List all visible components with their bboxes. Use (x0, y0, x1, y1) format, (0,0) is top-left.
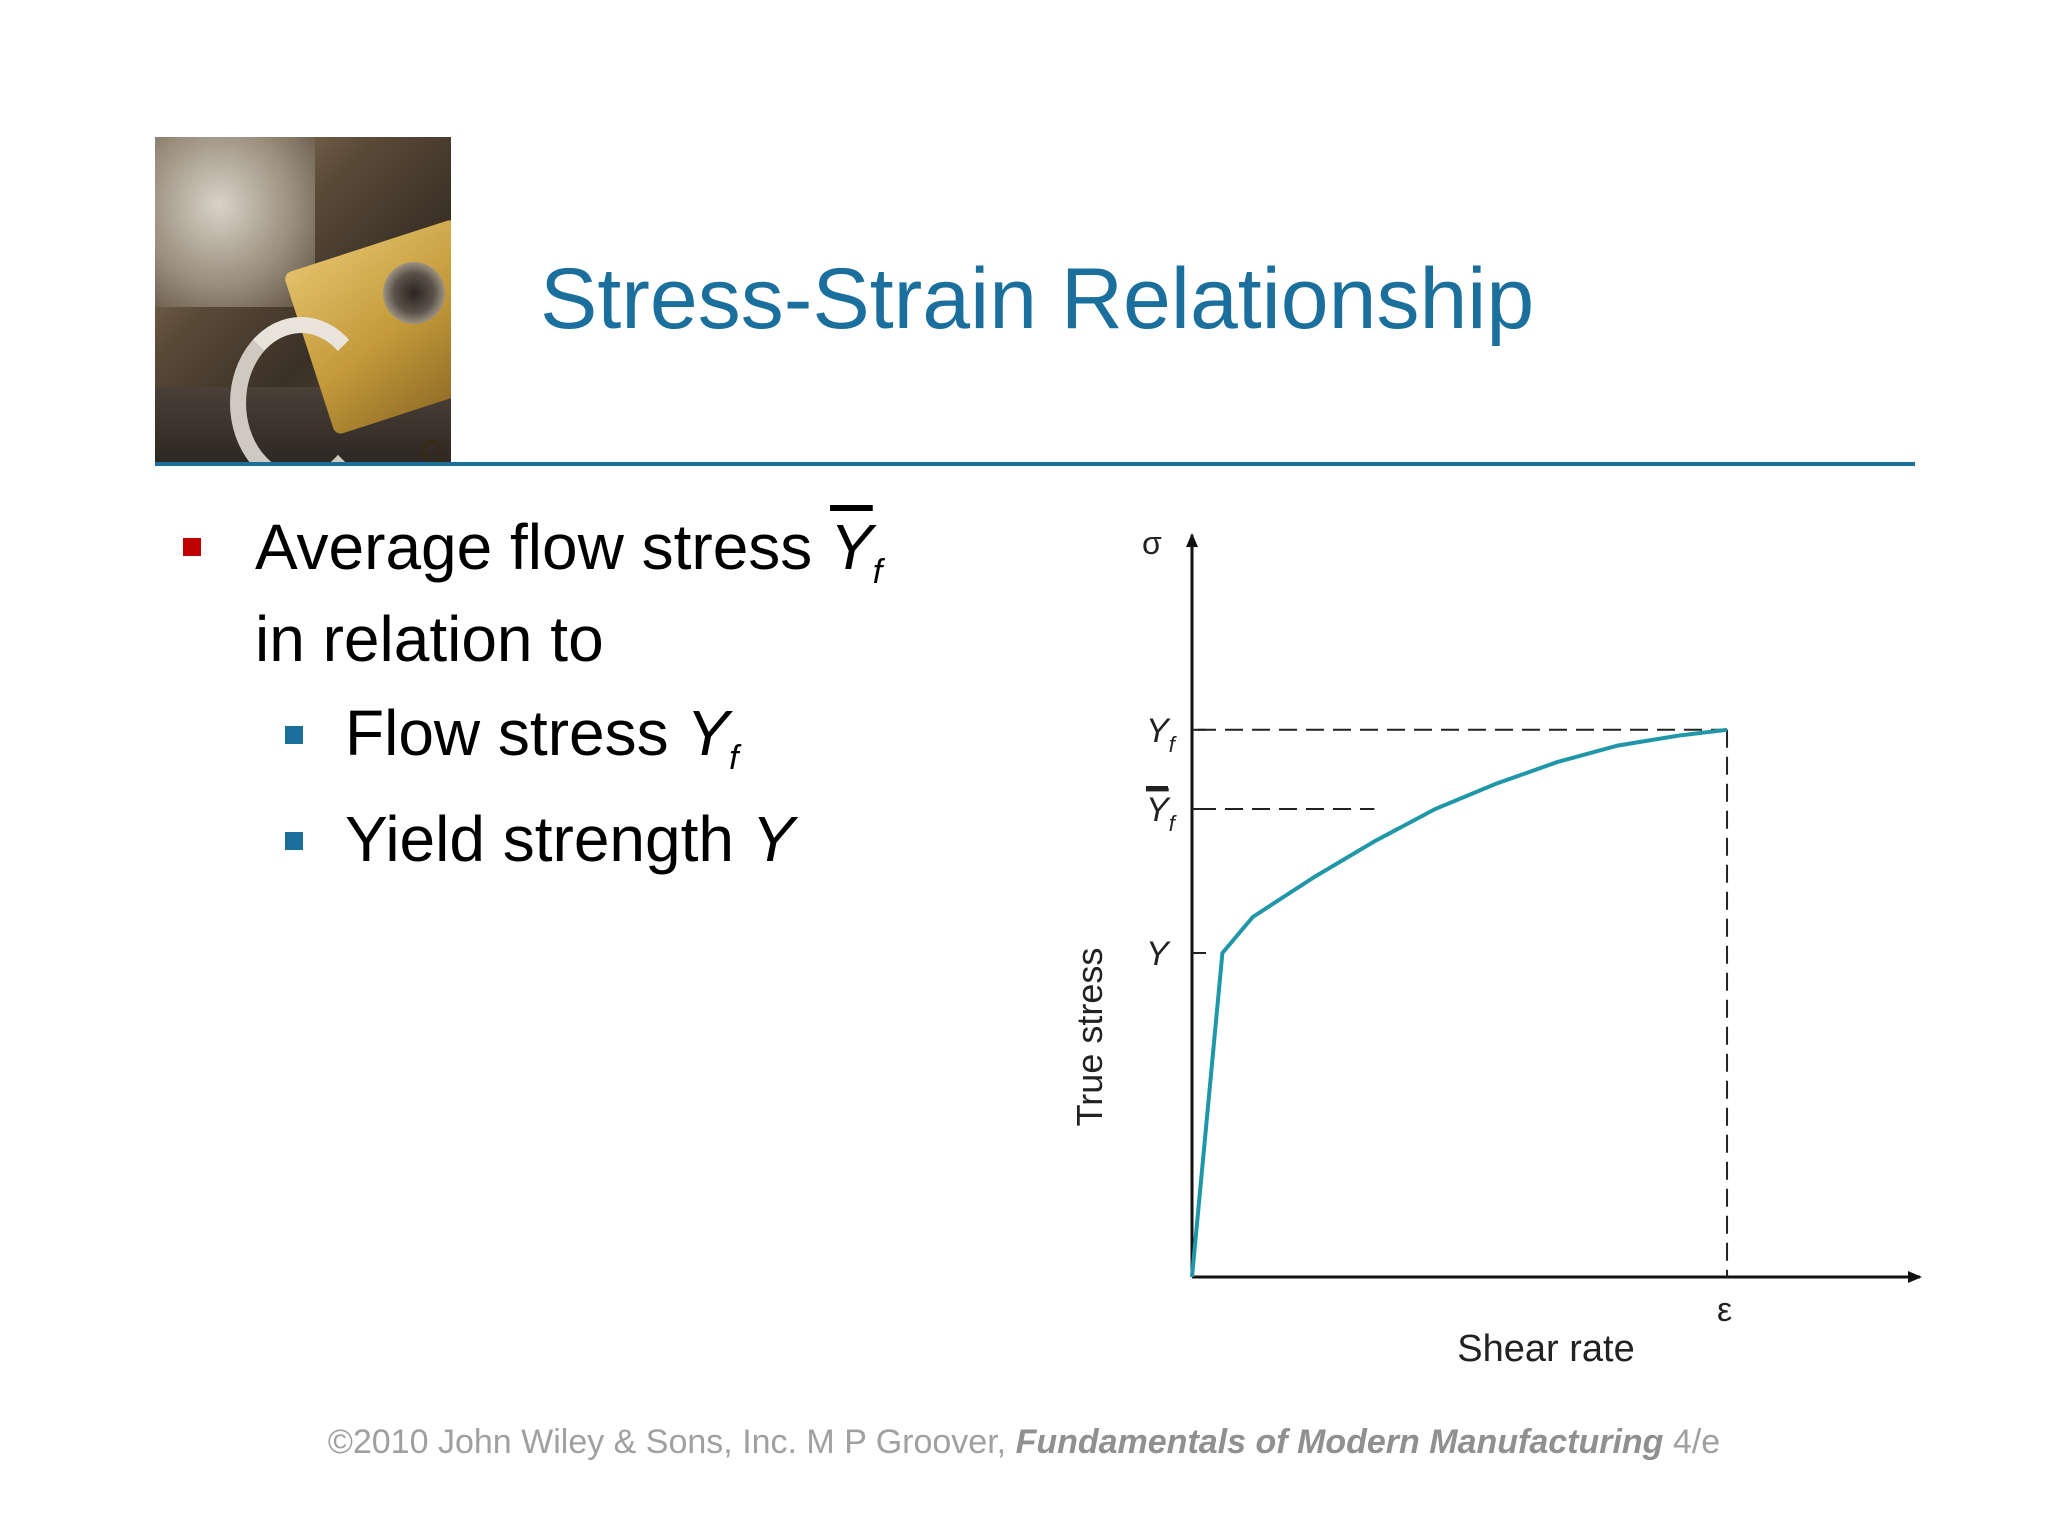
bullet-sub-yield-strength: Yield strength Y (180, 802, 1080, 892)
bullet-sub2-marker (285, 832, 303, 850)
bullet-main-text: Average flow stress (255, 511, 813, 583)
bullet-sub1-symbol: Y (686, 697, 730, 769)
bullet-sub1-subscript: f (729, 739, 739, 777)
slide-title: Stress-Strain Relationship (540, 251, 1535, 347)
x-axis-label: Shear rate (1457, 1328, 1634, 1370)
footer-edition: 4/e (1672, 1423, 1721, 1461)
title-photo: C990 (155, 137, 451, 463)
stress-strain-curve (1190, 727, 1728, 1278)
bullet-sub1-text: Flow stress (345, 697, 669, 769)
y-axis-symbol: σ (1142, 525, 1162, 561)
y-axis-label: True stress (1069, 948, 1110, 1127)
y-marker-label: Yf (1146, 712, 1178, 757)
bullet-sub1-marker (285, 726, 303, 744)
bullet-sub2-symbol: Y (751, 803, 795, 875)
footer-copyright: ©2010 John Wiley & Sons, Inc. M P Groove… (327, 1423, 1007, 1461)
bullet-sub-flow-stress: Flow stress Yf (180, 696, 1080, 786)
bullet-main-line2: in relation to (255, 603, 604, 675)
y-marker-label: Yf (1146, 791, 1178, 836)
x-axis-symbol: ε (1717, 1291, 1732, 1329)
bullet-main-marker (183, 538, 201, 556)
bullet-sub2-text: Yield strength (345, 803, 734, 875)
title-divider (155, 462, 1915, 466)
stress-strain-chart: Yf Yf Y σ ε True stress Shear rate (1069, 525, 1922, 1370)
footer-citation: ©2010 John Wiley & Sons, Inc. M P Groove… (0, 1423, 2048, 1462)
bullet-main: Average flow stress Yf in relation to (180, 510, 1080, 710)
y-marker-label: Y (1146, 935, 1171, 973)
bullet-main-subscript: f (872, 553, 883, 591)
bullet-main-symbol: Y (830, 511, 873, 583)
footer-book-title: Fundamentals of Modern Manufacturing (1015, 1423, 1664, 1461)
